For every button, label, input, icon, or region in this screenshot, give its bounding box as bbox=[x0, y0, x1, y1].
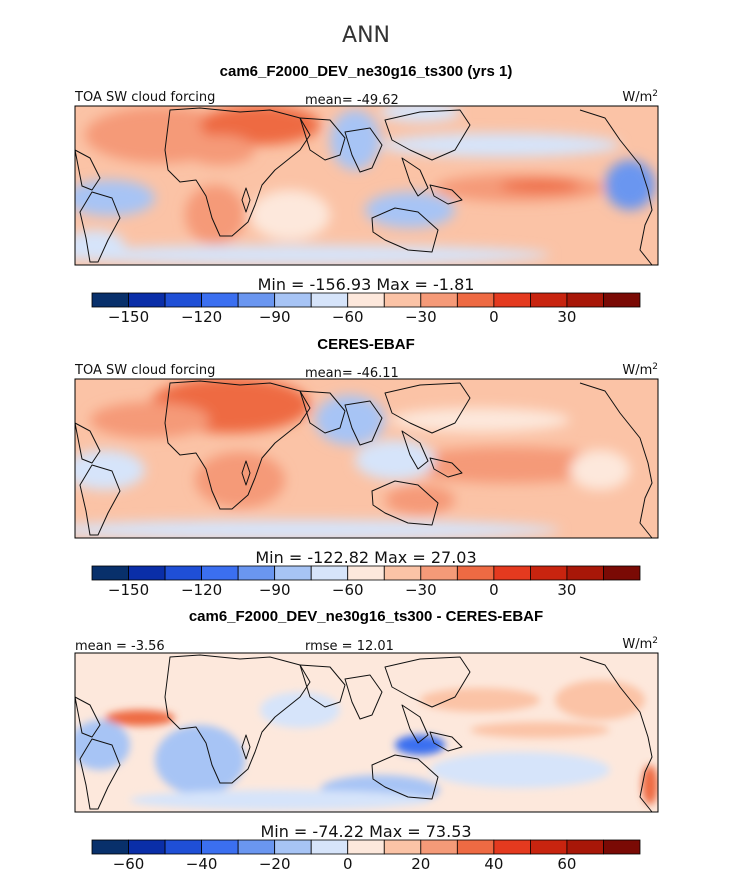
colorbar-swatch bbox=[237, 839, 276, 855]
colorbar-swatch bbox=[274, 292, 312, 308]
colorbar-swatch bbox=[310, 839, 349, 855]
coastlines bbox=[74, 654, 653, 813]
colorbar-swatch bbox=[310, 292, 349, 308]
colorbar-tick-label: −60 bbox=[113, 855, 145, 873]
colorbar-swatch bbox=[420, 565, 458, 581]
panel-diff: cam6_F2000_DEV_ne30g16_ts300 - CERES-EBA… bbox=[74, 608, 659, 873]
map-field bbox=[75, 106, 658, 265]
colorbar-tick-label: 40 bbox=[484, 855, 503, 873]
colorbar-swatch bbox=[274, 565, 312, 581]
colorbar-tick-label: 30 bbox=[557, 308, 576, 326]
season-title: ANN bbox=[342, 23, 390, 48]
colorbar-tick-label: −30 bbox=[405, 308, 437, 326]
colorbar-swatch bbox=[347, 839, 385, 855]
map-field bbox=[75, 379, 658, 538]
variable-label: TOA SW cloud forcing bbox=[74, 90, 215, 105]
colorbar: −150 −120 −90 −60 −30 0 30 bbox=[91, 565, 641, 599]
colorbar-swatch bbox=[310, 565, 349, 581]
colorbar-swatch bbox=[420, 839, 458, 855]
panel-title: cam6_F2000_DEV_ne30g16_ts300 - CERES-EBA… bbox=[189, 608, 543, 625]
colorbar-swatch bbox=[91, 839, 129, 855]
colorbar-tick-label: −60 bbox=[332, 581, 364, 599]
colorbar-swatch bbox=[456, 565, 495, 581]
colorbar-tick-label: 0 bbox=[489, 581, 499, 599]
colorbar-tick-label: 60 bbox=[557, 855, 576, 873]
panel-title: cam6_F2000_DEV_ne30g16_ts300 (yrs 1) bbox=[220, 63, 513, 80]
coastlines bbox=[74, 107, 653, 266]
units-label: W/m2 bbox=[622, 636, 658, 652]
colorbar-tick-label: 20 bbox=[411, 855, 430, 873]
colorbar-swatch bbox=[566, 565, 604, 581]
colorbar: −60 −40 −20 0 20 40 60 bbox=[91, 839, 641, 873]
colorbar-swatch bbox=[347, 292, 385, 308]
units-label: W/m2 bbox=[622, 89, 658, 105]
colorbar-tick-label: 30 bbox=[557, 581, 576, 599]
colorbar-swatch bbox=[493, 839, 531, 855]
colorbar: −150 −120 −90 −60 −30 0 30 bbox=[91, 292, 641, 326]
colorbar-tick-label: −40 bbox=[186, 855, 218, 873]
colorbar-tick-label: −90 bbox=[259, 308, 291, 326]
colorbar-tick-label: −60 bbox=[332, 308, 364, 326]
panel-model: cam6_F2000_DEV_ne30g16_ts300 (yrs 1) TOA… bbox=[74, 63, 659, 326]
colorbar-swatch bbox=[91, 565, 129, 581]
colorbar-swatch bbox=[383, 839, 422, 855]
colorbar-swatch bbox=[383, 292, 422, 308]
colorbar-swatch bbox=[456, 839, 495, 855]
colorbar-swatch bbox=[274, 839, 312, 855]
colorbar-tick-label: −30 bbox=[405, 581, 437, 599]
map-field bbox=[75, 653, 658, 812]
colorbar-swatch bbox=[237, 292, 276, 308]
coastlines bbox=[74, 380, 653, 539]
colorbar-swatch bbox=[530, 565, 568, 581]
colorbar-swatch bbox=[164, 565, 203, 581]
colorbar-tick-label: 0 bbox=[343, 855, 353, 873]
colorbar-swatch bbox=[201, 292, 239, 308]
colorbar-swatch bbox=[456, 292, 495, 308]
colorbar-tick-label: −20 bbox=[259, 855, 291, 873]
variable-label: TOA SW cloud forcing bbox=[74, 363, 215, 378]
colorbar-swatch bbox=[530, 839, 568, 855]
colorbar-tick-label: −90 bbox=[259, 581, 291, 599]
colorbar-swatch bbox=[201, 565, 239, 581]
rmse-label: rmse = 12.01 bbox=[305, 639, 394, 654]
units-label: W/m2 bbox=[622, 362, 658, 378]
colorbar-swatch bbox=[201, 839, 239, 855]
colorbar-swatch bbox=[566, 292, 604, 308]
colorbar-swatch bbox=[493, 565, 531, 581]
colorbar-tick-label: −150 bbox=[108, 581, 149, 599]
colorbar-swatch bbox=[237, 565, 276, 581]
min-max-readout: Min = -74.22 Max = 73.53 bbox=[260, 822, 471, 841]
colorbar-tick-label: 0 bbox=[489, 308, 499, 326]
panel-obs: CERES-EBAF TOA SW cloud forcing mean= -4… bbox=[74, 336, 659, 599]
colorbar-swatch bbox=[566, 839, 604, 855]
min-max-readout: Min = -122.82 Max = 27.03 bbox=[255, 548, 476, 567]
colorbar-swatch bbox=[128, 565, 166, 581]
colorbar-swatch bbox=[603, 839, 641, 855]
colorbar-tick-label: −120 bbox=[181, 581, 222, 599]
colorbar-swatch bbox=[347, 565, 385, 581]
colorbar-tick-label: −120 bbox=[181, 308, 222, 326]
colorbar-swatch bbox=[164, 292, 203, 308]
colorbar-swatch bbox=[164, 839, 203, 855]
panel-title: CERES-EBAF bbox=[317, 336, 415, 353]
colorbar-swatch bbox=[493, 292, 531, 308]
colorbar-swatch bbox=[383, 565, 422, 581]
diff-mean-label: mean = -3.56 bbox=[75, 639, 165, 654]
colorbar-swatch bbox=[91, 292, 129, 308]
colorbar-swatch bbox=[603, 292, 641, 308]
colorbar-tick-label: −150 bbox=[108, 308, 149, 326]
colorbar-swatch bbox=[530, 292, 568, 308]
colorbar-swatch bbox=[603, 565, 641, 581]
colorbar-swatch bbox=[420, 292, 458, 308]
mean-label: mean= -46.11 bbox=[305, 366, 399, 381]
colorbar-swatch bbox=[128, 839, 166, 855]
colorbar-swatch bbox=[128, 292, 166, 308]
min-max-readout: Min = -156.93 Max = -1.81 bbox=[258, 275, 475, 294]
mean-label: mean= -49.62 bbox=[305, 93, 399, 108]
